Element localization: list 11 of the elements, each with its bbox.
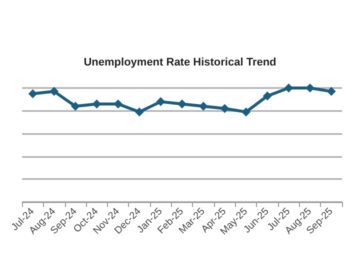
point	[242, 107, 251, 116]
point	[70, 102, 80, 111]
point	[50, 86, 59, 96]
chart-title: Unemployment Rate Historical Trend	[84, 56, 276, 68]
point	[134, 107, 144, 116]
point	[326, 86, 336, 96]
point	[156, 97, 166, 106]
point	[198, 102, 208, 111]
point	[220, 104, 230, 114]
point	[28, 89, 38, 98]
point	[262, 91, 272, 100]
